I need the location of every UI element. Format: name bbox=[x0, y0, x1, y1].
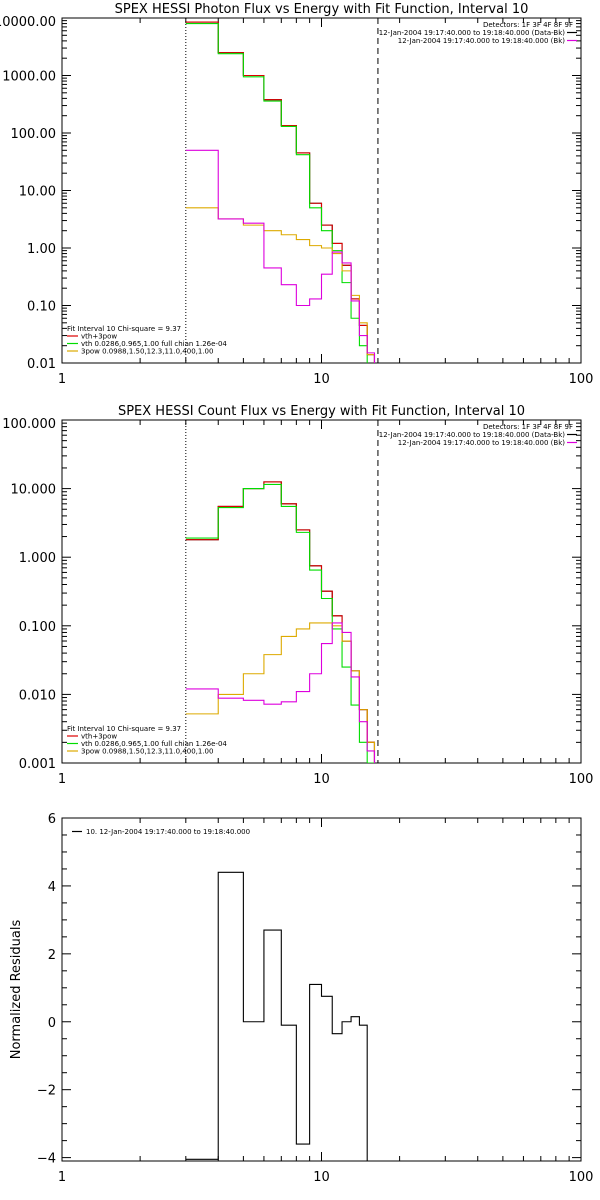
x-tick-label: 1 bbox=[58, 1170, 66, 1185]
y-tick-label: 0.10 bbox=[27, 300, 56, 315]
legend-entry: vth 0.0286,0.965,1.00 full chian 1.26e-0… bbox=[81, 740, 227, 748]
legend-top: 10. 12-Jan-2004 19:17:40.000 to 19:18:40… bbox=[72, 828, 250, 836]
y-axis: −4 −2 0 2 4 6 bbox=[37, 812, 581, 1167]
legend-entry: 12-Jan-2004 19:17:40.000 to 19:18:40.000… bbox=[398, 439, 566, 447]
legend-entry: 3pow 0.0988,1.50,12.3,11.0,400,1.00 bbox=[81, 748, 213, 756]
series-line-2 bbox=[185, 21, 376, 363]
x-axis: 1 10 100 bbox=[58, 818, 594, 1185]
y-tick-label: 1.00 bbox=[27, 242, 56, 257]
y-tick-label: 10000.00 bbox=[0, 15, 56, 30]
legend-entry: 3pow 0.0988,1.50,12.3,11.0,400,1.00 bbox=[81, 348, 213, 356]
series-group bbox=[185, 871, 368, 1161]
legend-entry: 12-Jan-2004 19:17:40.000 to 19:18:40.000… bbox=[379, 431, 566, 439]
chart-panel-2: SPEX HESSI Count Flux vs Energy with Fit… bbox=[2, 404, 593, 787]
y-axis-label: Normalized Residuals bbox=[9, 920, 24, 1060]
x-tick-label: 10 bbox=[313, 1170, 330, 1185]
x-tick-label: 1 bbox=[58, 372, 66, 387]
legend-entry: vth 0.0286,0.965,1.00 full chian 1.26e-0… bbox=[81, 340, 227, 348]
x-tick-label: 100 bbox=[569, 1170, 594, 1185]
fit-label: Fit Interval 10 Chi-square = 9.37 bbox=[67, 725, 181, 733]
series-line-2 bbox=[185, 481, 376, 763]
legend-entry: 10. 12-Jan-2004 19:17:40.000 to 19:18:40… bbox=[86, 828, 250, 836]
chart-panel-1: SPEX HESSI Photon Flux vs Energy with Fi… bbox=[0, 2, 593, 387]
y-tick-label: 6 bbox=[48, 812, 56, 827]
y-tick-label: −2 bbox=[37, 1084, 56, 1099]
y-tick-label: 0.100 bbox=[19, 620, 56, 635]
chart-panel-3: 1 10 100 −4 −2 0 2 4 6 Normalized Residuals 10. 12… bbox=[9, 812, 593, 1185]
legend-bottom: Fit Interval 10 Chi-square = 9.37vth+3po… bbox=[67, 725, 227, 756]
y-tick-label: 0.001 bbox=[19, 757, 56, 772]
x-axis: 1 10 100 bbox=[58, 420, 594, 787]
legend-entry: vth+3pow bbox=[81, 333, 117, 341]
x-tick-label: 100 bbox=[569, 372, 594, 387]
y-tick-label: 1.000 bbox=[19, 551, 56, 566]
series-line-3 bbox=[185, 23, 368, 363]
y-tick-label: 4 bbox=[48, 880, 56, 895]
chart-title: SPEX HESSI Photon Flux vs Energy with Fi… bbox=[115, 2, 529, 17]
y-tick-label: 0.01 bbox=[27, 357, 56, 372]
series-line-5 bbox=[185, 149, 376, 363]
legend-entry: 12-Jan-2004 19:17:40.000 to 19:18:40.000… bbox=[379, 29, 566, 37]
y-axis: 0.01 0.10 1.00 10.00 100.00 1000.00 10000.00 bbox=[0, 15, 581, 372]
fit-label: Fit Interval 10 Chi-square = 9.37 bbox=[67, 325, 181, 333]
y-tick-label: −4 bbox=[37, 1152, 56, 1167]
y-tick-label: 10.000 bbox=[11, 483, 57, 498]
y-axis: 0.001 0.010 0.100 1.000 10.000 100.000 bbox=[2, 417, 581, 772]
x-tick-label: 10 bbox=[313, 772, 330, 787]
x-axis: 1 10 100 bbox=[58, 18, 594, 387]
y-tick-label: 1000.00 bbox=[2, 70, 56, 85]
series-line-3 bbox=[185, 483, 376, 763]
plot-frame bbox=[61, 17, 582, 364]
series-line-1 bbox=[185, 481, 376, 763]
legend-entry: 12-Jan-2004 19:17:40.000 to 19:18:40.000… bbox=[398, 37, 566, 45]
series-group bbox=[185, 481, 376, 763]
detectors-label: Detectors: 1F 3F 4F 8F 9F bbox=[483, 21, 573, 29]
series-line-1 bbox=[185, 871, 368, 1161]
series-group bbox=[185, 21, 376, 363]
y-tick-label: 100.00 bbox=[11, 127, 57, 142]
x-tick-label: 10 bbox=[313, 372, 330, 387]
y-tick-label: 2 bbox=[48, 948, 56, 963]
series-line-5 bbox=[185, 622, 376, 763]
y-tick-label: 10.00 bbox=[19, 185, 56, 200]
chart-title: SPEX HESSI Count Flux vs Energy with Fit… bbox=[118, 404, 525, 419]
x-tick-label: 100 bbox=[569, 772, 594, 787]
legend-bottom: Fit Interval 10 Chi-square = 9.37vth+3po… bbox=[67, 325, 227, 356]
x-tick-label: 1 bbox=[58, 772, 66, 787]
legend-entry: vth+3pow bbox=[81, 733, 117, 741]
y-tick-label: 0.010 bbox=[19, 688, 56, 703]
series-line-1 bbox=[185, 21, 376, 363]
y-tick-label: 0 bbox=[48, 1016, 56, 1031]
detectors-label: Detectors: 1F 3F 4F 8F 9F bbox=[483, 423, 573, 431]
y-tick-label: 100.000 bbox=[2, 417, 56, 432]
